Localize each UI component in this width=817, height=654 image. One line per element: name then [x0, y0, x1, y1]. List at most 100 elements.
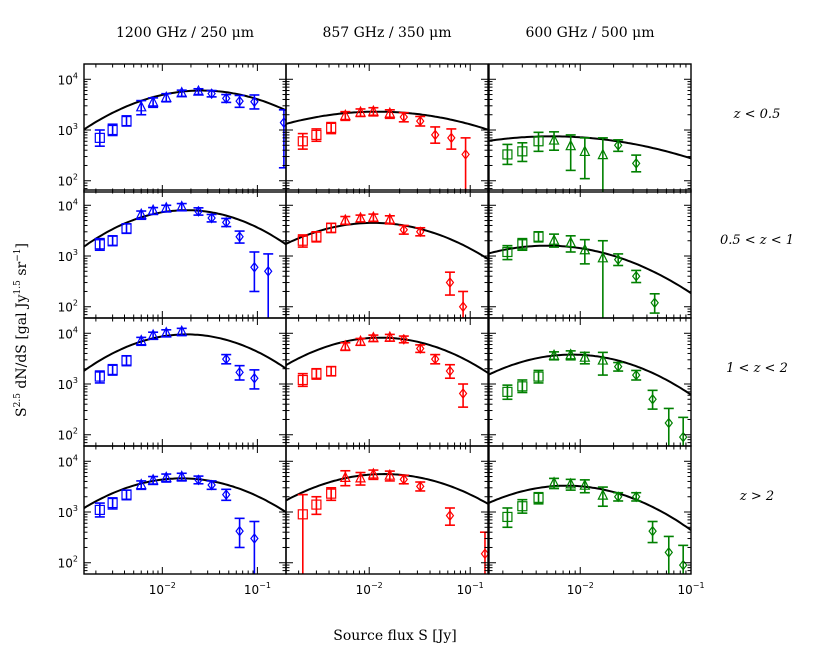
triangle-marker [147, 473, 159, 485]
data-point [192, 84, 204, 96]
diamond-marker [458, 388, 468, 399]
square-marker [326, 122, 337, 134]
triangle-marker [339, 339, 351, 351]
diamond-marker [650, 297, 659, 309]
data-point [249, 520, 260, 574]
data-point [613, 139, 624, 153]
row-labels: z < 0.5 0.5 < z < 1 1 < z < 2 z > 2 [720, 107, 794, 504]
triangle-marker [565, 236, 577, 248]
diamond-marker [250, 261, 259, 273]
panel-r1-c1 [285, 189, 489, 319]
data-point [631, 269, 642, 284]
y-tick-label: 102 [58, 299, 78, 315]
square-marker [107, 124, 118, 136]
data-point [384, 212, 396, 225]
column-title: 857 GHz / 350 μm [322, 25, 451, 41]
data-point [430, 126, 441, 144]
data-point [311, 128, 322, 143]
triangle-marker [147, 203, 159, 215]
triangle-marker [367, 210, 379, 222]
data-point [430, 353, 441, 365]
square-marker [517, 239, 528, 250]
data-point [339, 469, 351, 487]
data-point [278, 109, 286, 169]
diamond-marker [415, 226, 425, 238]
y-tick-label: 103 [58, 122, 78, 138]
data-point [326, 365, 337, 377]
data-point [193, 474, 204, 486]
panel-r3-c1: 10−2 10−1 [285, 445, 489, 597]
data-point [160, 471, 172, 483]
square-marker [94, 371, 105, 382]
data-point [367, 331, 379, 343]
data-point [234, 517, 245, 549]
data-point [94, 129, 105, 147]
data-point [176, 470, 188, 482]
panel-plot-area [489, 476, 691, 574]
data-point [339, 339, 351, 352]
data-point [565, 477, 577, 491]
panel-frame [488, 63, 692, 193]
data-point [297, 234, 308, 248]
data-point [579, 238, 591, 265]
diamond-marker [194, 474, 203, 486]
row-label: z < 0.5 [733, 107, 781, 122]
diamond-marker [445, 365, 455, 377]
data-point [613, 491, 624, 503]
diamond-marker [221, 353, 231, 365]
row-label: 0.5 < z < 1 [720, 233, 794, 248]
square-marker [517, 381, 528, 392]
panel-frame [285, 63, 489, 193]
diamond-marker [235, 525, 244, 537]
diamond-marker [399, 111, 409, 123]
square-marker [311, 368, 322, 379]
data-point [533, 231, 544, 243]
data-point [297, 493, 308, 574]
row-label: z > 2 [739, 489, 774, 504]
triangle-marker [160, 201, 172, 213]
data-point [458, 290, 469, 318]
data-point [367, 467, 379, 481]
panel-plot-area [489, 348, 691, 446]
panel-frame [83, 445, 287, 575]
data-point [502, 507, 513, 529]
data-point [206, 88, 217, 100]
data-point [367, 210, 379, 223]
model-curve [84, 89, 286, 131]
triangle-marker [355, 211, 366, 223]
triangle-marker [160, 471, 172, 483]
triangle-marker [147, 95, 159, 107]
diamond-marker [648, 525, 657, 537]
panel-frame [285, 189, 489, 319]
panel-frame [83, 63, 287, 193]
data-point [565, 235, 577, 253]
data-point [444, 507, 455, 526]
data-point [647, 389, 658, 410]
triangle-marker [384, 468, 396, 480]
data-point [678, 416, 689, 446]
data-point [234, 364, 245, 381]
x-tick-label: 10−2 [356, 581, 383, 597]
data-point [263, 253, 274, 318]
triangle-marker [135, 207, 147, 219]
panel-plot-area [84, 200, 286, 318]
diamond-marker [250, 533, 259, 545]
data-point [94, 237, 105, 252]
diamond-marker [458, 301, 468, 313]
data-point [249, 94, 260, 110]
triangle-marker [339, 471, 351, 483]
diamond-marker [631, 157, 641, 169]
data-point [548, 131, 560, 151]
row-label: 1 < z < 2 [726, 361, 788, 376]
square-marker [107, 235, 118, 246]
panel-plot-area [84, 470, 286, 574]
data-point [613, 253, 624, 267]
y-tick-label: 102 [58, 173, 78, 189]
column-title: 600 GHz / 500 μm [525, 25, 654, 41]
data-point [339, 213, 351, 226]
triangle-marker [147, 328, 159, 340]
triangle-marker [176, 470, 188, 482]
panel-r2-c1 [285, 317, 489, 447]
diamond-marker [631, 369, 641, 381]
